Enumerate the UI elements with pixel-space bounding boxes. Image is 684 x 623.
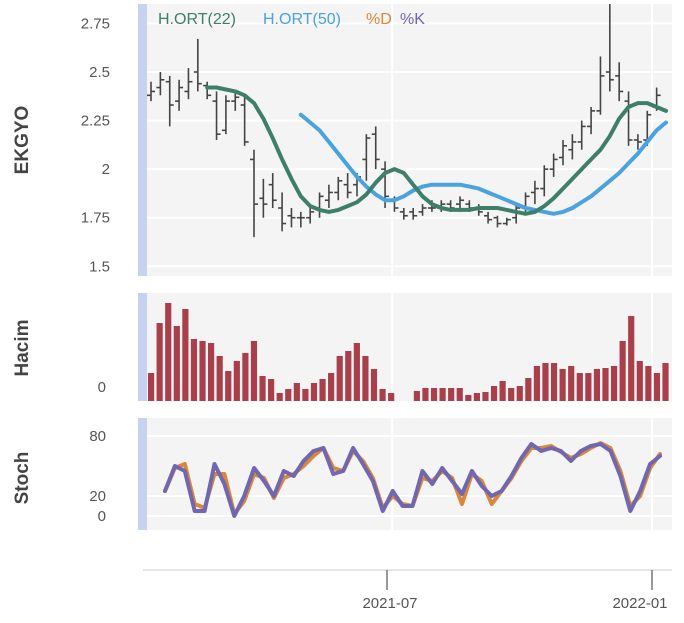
legend-item-d[interactable]: %D [366, 11, 392, 28]
volume-bar-21 [328, 373, 335, 401]
volume-bar-34 [439, 388, 446, 401]
volume-bar-55 [619, 341, 626, 401]
volume-bar-11 [242, 353, 249, 401]
stoch-ytick-0: 0 [98, 508, 106, 525]
ma50-line [298, 112, 668, 216]
volume-bar-13 [259, 376, 266, 401]
volume-bar-7 [208, 343, 215, 401]
volume-bar-8 [216, 356, 223, 401]
volume-bar-46 [542, 363, 549, 401]
volume-bar-23 [345, 351, 352, 401]
volume-bar-19 [310, 383, 318, 401]
stochastic-panel: 0 20 80 [89, 418, 672, 530]
volume-bar-50 [576, 373, 583, 401]
volume-bar-41 [499, 381, 506, 401]
volume-bar-0 [148, 373, 155, 401]
price-ytick-4: 2.5 [89, 64, 110, 81]
volume-bar-10 [233, 361, 240, 401]
volume-bar-28 [388, 393, 395, 401]
stoch-line-pct-k [163, 442, 662, 518]
price-ytick-0: 1.5 [89, 258, 110, 275]
volume-bar-53 [602, 368, 609, 401]
volume-bar-33 [430, 388, 438, 401]
volume-bar-25 [362, 356, 369, 401]
volume-bar-2 [165, 303, 172, 401]
stoch-ytick-2: 80 [89, 428, 106, 445]
volume-bar-58 [645, 366, 652, 401]
legend-item-k[interactable]: %K [400, 11, 425, 28]
volume-bar-26 [370, 369, 378, 401]
price-ytick-1: 1.75 [81, 210, 110, 227]
volume-bar-31 [413, 391, 420, 401]
x-tick-label-2021-07: 2021-07 [362, 595, 417, 612]
volume-bar-32 [422, 388, 429, 401]
volume-bar-52 [593, 369, 601, 401]
volume-bar-6 [199, 341, 206, 401]
volume-bar-48 [559, 369, 566, 401]
volume-bar-37 [465, 395, 472, 401]
volume-bar-57 [636, 361, 643, 401]
volume-bar-18 [302, 389, 309, 401]
volume-bar-20 [319, 379, 326, 401]
volume-bar-40 [490, 386, 498, 401]
volume-bar-4 [182, 309, 189, 401]
volume-bar-3 [173, 326, 180, 401]
volume-bar-59 [653, 373, 661, 401]
price-left-band [138, 4, 147, 276]
volume-bar-14 [268, 379, 275, 401]
volume-bar-16 [285, 389, 292, 401]
volume-bar-5 [190, 339, 198, 401]
volume-bar-27 [379, 389, 386, 401]
volume-bar-49 [568, 366, 575, 401]
legend-item-ma50[interactable]: H.ORT(50) [263, 11, 341, 28]
price-axis-label: EKGYO [12, 106, 33, 175]
volume-bar-36 [456, 388, 463, 401]
volume-bar-1 [156, 323, 163, 401]
stoch-left-band [138, 418, 147, 530]
price-ytick-2: 2 [102, 161, 110, 178]
volume-bar-44 [525, 378, 532, 401]
price-ytick-3: 2.25 [81, 113, 110, 130]
volume-bar-51 [585, 373, 592, 401]
x-tick-label-2022-01: 2022-01 [612, 595, 667, 612]
volume-bar-43 [516, 386, 523, 401]
stoch-ytick-1: 20 [89, 488, 106, 505]
volume-bar-9 [225, 371, 232, 401]
volume-bar-47 [550, 363, 558, 401]
volume-bar-24 [353, 343, 360, 401]
volume-bar-35 [448, 388, 455, 401]
volume-left-band [138, 293, 147, 401]
volume-bar-39 [482, 392, 489, 401]
volume-bar-45 [533, 366, 540, 401]
legend-item-ma22[interactable]: H.ORT(22) [158, 11, 236, 28]
volume-bar-42 [508, 388, 515, 401]
volume-ytick-0: 0 [98, 379, 106, 396]
volume-axis-label: Hacim [12, 319, 33, 376]
price-plot-area [147, 4, 672, 276]
volume-bar-60 [662, 363, 669, 401]
stoch-axis-label: Stoch [12, 452, 33, 505]
price-ytick-5: 2.75 [81, 15, 110, 32]
volume-bar-54 [610, 366, 618, 401]
price-panel: 1.5 1.75 2 2.25 2.5 2.75 [81, 4, 672, 276]
volume-bar-22 [336, 356, 343, 401]
ma22-line [205, 85, 668, 216]
volume-bar-15 [276, 393, 283, 401]
volume-bar-17 [293, 383, 300, 401]
volume-panel: 0 [98, 293, 672, 401]
volume-bar-38 [473, 393, 480, 401]
volume-bar-56 [628, 316, 635, 401]
volume-bar-12 [250, 341, 258, 401]
